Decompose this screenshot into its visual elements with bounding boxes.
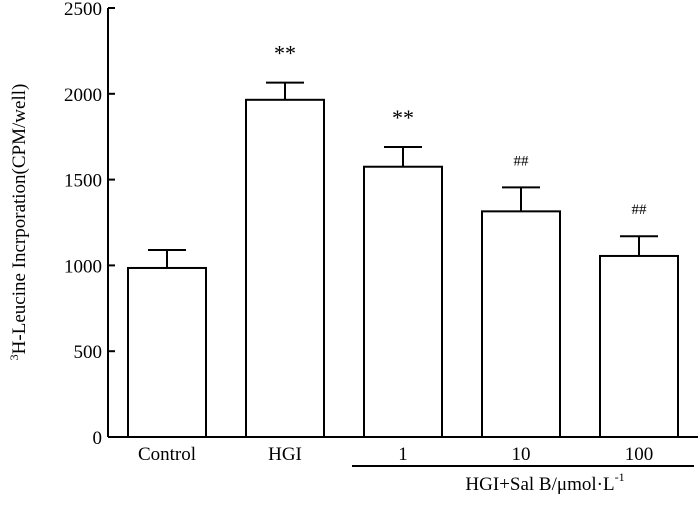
significance-label: ##: [514, 153, 530, 169]
significance-label: **: [274, 41, 296, 66]
bar-1: [363, 165, 443, 438]
y-tick-label: 0: [93, 428, 103, 449]
x-tick-label: 10: [512, 444, 531, 465]
x-group-label: HGI+Sal B/μmol·L-1: [465, 470, 624, 495]
x-group-label-text: HGI+Sal B/μmol·L: [465, 474, 614, 495]
x-tick-label: HGI: [268, 444, 302, 465]
x-group-label-superscript: -1: [615, 470, 625, 484]
y-tick-label: 500: [74, 342, 103, 363]
y-axis-label: 3H-Leucine Incrporation(CPM/well): [7, 84, 30, 361]
x-tick-label: 100: [625, 444, 654, 465]
y-tick-label: 1500: [64, 171, 102, 192]
y-tick-label: 1000: [64, 256, 102, 277]
bar-10: [481, 210, 561, 438]
y-tick-label: 2500: [64, 0, 102, 20]
x-tick-label: 1: [398, 444, 408, 465]
bar-HGI: [245, 98, 325, 438]
y-tick-label: 2000: [64, 85, 102, 106]
bar-Control: [127, 266, 207, 438]
bar-100: [599, 254, 679, 438]
x-tick-label: Control: [138, 444, 196, 465]
significance-label: ##: [632, 202, 648, 218]
y-axis-label-superscript: 3: [7, 354, 21, 360]
y-axis-label-text: H-Leucine Incrporation(CPM/well): [9, 84, 30, 355]
significance-label: **: [392, 105, 414, 130]
